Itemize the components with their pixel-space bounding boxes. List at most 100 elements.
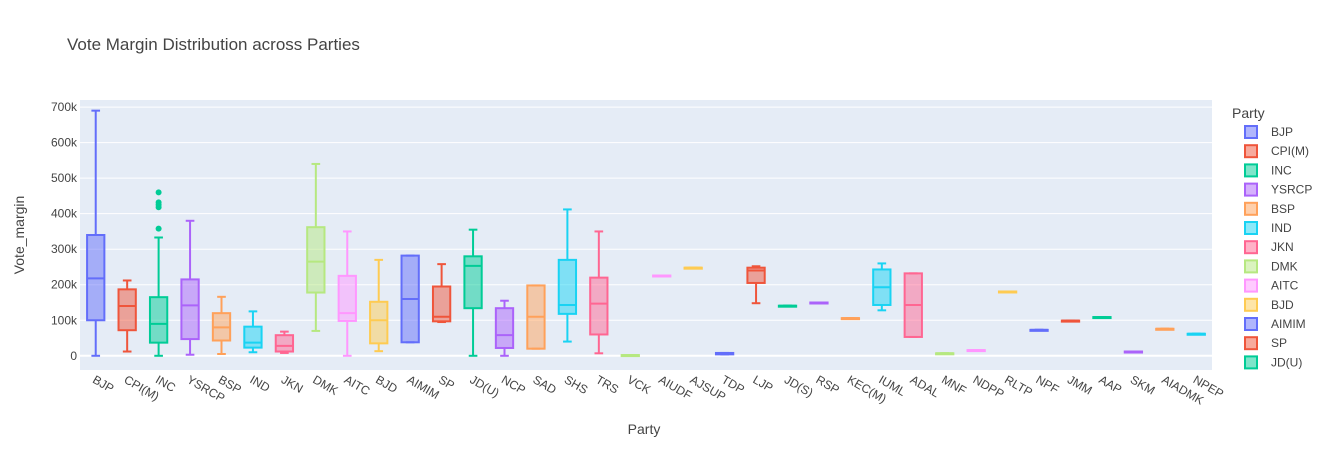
x-axis-title: Party bbox=[628, 421, 661, 437]
y-tick-label: 500k bbox=[51, 171, 78, 185]
legend-swatch bbox=[1244, 201, 1258, 216]
box-series bbox=[86, 109, 1206, 358]
box-bjp[interactable] bbox=[86, 109, 106, 357]
legend-item[interactable]: AIMIM bbox=[1244, 317, 1306, 331]
legend-label: CPI(M) bbox=[1271, 144, 1309, 158]
x-tick-label: CPI(M) bbox=[122, 372, 162, 403]
legend-swatch bbox=[1244, 221, 1258, 235]
box-ndpp[interactable] bbox=[966, 349, 986, 353]
x-tick-label: LJP bbox=[751, 372, 776, 394]
box-trs[interactable] bbox=[589, 230, 609, 355]
box-jmm[interactable] bbox=[1060, 319, 1081, 323]
legend-item[interactable]: BJD bbox=[1244, 297, 1294, 312]
box-iqr bbox=[557, 258, 578, 315]
legend-swatch bbox=[1244, 259, 1258, 274]
x-tick-label: AAP bbox=[1096, 372, 1124, 396]
box-aiadmk[interactable] bbox=[1155, 327, 1175, 331]
x-tick-label: AIMIM bbox=[405, 372, 442, 401]
x-tick-label: RLTP bbox=[1002, 372, 1035, 399]
legend-label: AITC bbox=[1271, 279, 1299, 293]
y-tick-label: 700k bbox=[51, 100, 78, 114]
box-iqr bbox=[369, 300, 389, 345]
y-tick-label: 300k bbox=[51, 242, 78, 256]
y-tick-label: 400k bbox=[51, 207, 78, 221]
box-ysrcp[interactable] bbox=[180, 219, 200, 356]
x-tick-label: BJP bbox=[90, 372, 116, 395]
legend-label: INC bbox=[1271, 163, 1292, 177]
box-ljp[interactable] bbox=[746, 265, 766, 305]
legend-item[interactable]: BJP bbox=[1244, 125, 1293, 139]
box-sad[interactable] bbox=[526, 284, 546, 350]
box-aap[interactable] bbox=[1092, 316, 1112, 320]
y-tick-label: 100k bbox=[51, 313, 78, 327]
legend-swatch bbox=[1244, 144, 1258, 159]
box-skm[interactable] bbox=[1123, 350, 1144, 354]
box-vck[interactable] bbox=[620, 354, 640, 358]
legend-item[interactable]: SP bbox=[1244, 336, 1287, 351]
legend-item[interactable]: BSP bbox=[1244, 201, 1295, 216]
x-tick-label: DMK bbox=[310, 372, 340, 397]
box-adal[interactable] bbox=[903, 272, 923, 338]
x-tick-label: JD(S) bbox=[782, 372, 816, 399]
chart-title: Vote Margin Distribution across Parties bbox=[67, 35, 360, 54]
x-tick-label: JMM bbox=[1065, 372, 1095, 397]
box-ind[interactable] bbox=[243, 310, 263, 354]
box-bsp[interactable] bbox=[211, 295, 232, 356]
legend-item[interactable]: YSRCP bbox=[1244, 182, 1312, 197]
box-mnf[interactable] bbox=[935, 352, 955, 356]
x-tick-label: AITC bbox=[342, 372, 373, 398]
box-jkn[interactable] bbox=[274, 330, 295, 354]
legend-item[interactable]: JKN bbox=[1244, 240, 1294, 255]
legend-item[interactable]: CPI(M) bbox=[1244, 144, 1309, 159]
box-aitc[interactable] bbox=[337, 230, 357, 357]
box-npf[interactable] bbox=[1029, 328, 1049, 332]
y-axis-title: Vote_margin bbox=[11, 196, 27, 275]
x-tick-label: NCP bbox=[499, 372, 528, 397]
x-tick-label: JKN bbox=[279, 372, 306, 395]
box-rsp[interactable] bbox=[809, 301, 829, 305]
box-ncp[interactable] bbox=[494, 299, 515, 357]
box-iqr bbox=[306, 226, 326, 294]
box-rltp[interactable] bbox=[997, 290, 1018, 294]
x-tick-label: RSP bbox=[813, 372, 841, 396]
box-kec-m-[interactable] bbox=[840, 317, 861, 321]
box-aimim[interactable] bbox=[400, 254, 420, 344]
box-inc[interactable] bbox=[148, 189, 169, 357]
box-iuml[interactable] bbox=[872, 262, 892, 312]
outlier-point bbox=[155, 225, 162, 232]
box-iqr bbox=[117, 288, 137, 332]
x-tick-label: MNF bbox=[939, 372, 969, 397]
box-sp[interactable] bbox=[431, 263, 452, 324]
legend-swatch bbox=[1244, 278, 1258, 293]
x-tick-label: JD(U) bbox=[468, 372, 502, 400]
box-dmk[interactable] bbox=[306, 162, 326, 332]
outlier-point bbox=[155, 189, 162, 196]
box-tdp[interactable] bbox=[714, 351, 735, 356]
legend-label: YSRCP bbox=[1271, 183, 1312, 197]
legend-swatch bbox=[1244, 317, 1258, 331]
legend-item[interactable]: AITC bbox=[1244, 278, 1299, 293]
box-iqr bbox=[463, 255, 483, 310]
box-cpi-m-[interactable] bbox=[117, 279, 137, 353]
legend-swatch bbox=[1244, 125, 1258, 139]
box-jd-u-[interactable] bbox=[463, 228, 483, 357]
box-shs[interactable] bbox=[557, 208, 578, 343]
box-aiudf[interactable] bbox=[652, 274, 672, 278]
box-bjd[interactable] bbox=[369, 258, 389, 353]
legend-item[interactable]: IND bbox=[1244, 221, 1292, 235]
box-jd-s-[interactable] bbox=[777, 304, 798, 308]
box-ajsup[interactable] bbox=[683, 266, 703, 270]
legend-item[interactable]: DMK bbox=[1244, 259, 1298, 274]
legend-label: DMK bbox=[1271, 259, 1298, 273]
box-iqr bbox=[180, 278, 200, 341]
legend-label: JKN bbox=[1271, 240, 1294, 254]
legend-item[interactable]: JD(U) bbox=[1244, 355, 1302, 370]
box-iqr bbox=[337, 274, 357, 322]
legend-swatch bbox=[1244, 355, 1258, 370]
box-npep[interactable] bbox=[1186, 332, 1206, 336]
legend-item[interactable]: INC bbox=[1244, 163, 1292, 178]
outlier-point bbox=[155, 199, 162, 206]
x-tick-label: ADAL bbox=[908, 372, 942, 400]
x-tick-label: NDPP bbox=[971, 372, 1007, 401]
